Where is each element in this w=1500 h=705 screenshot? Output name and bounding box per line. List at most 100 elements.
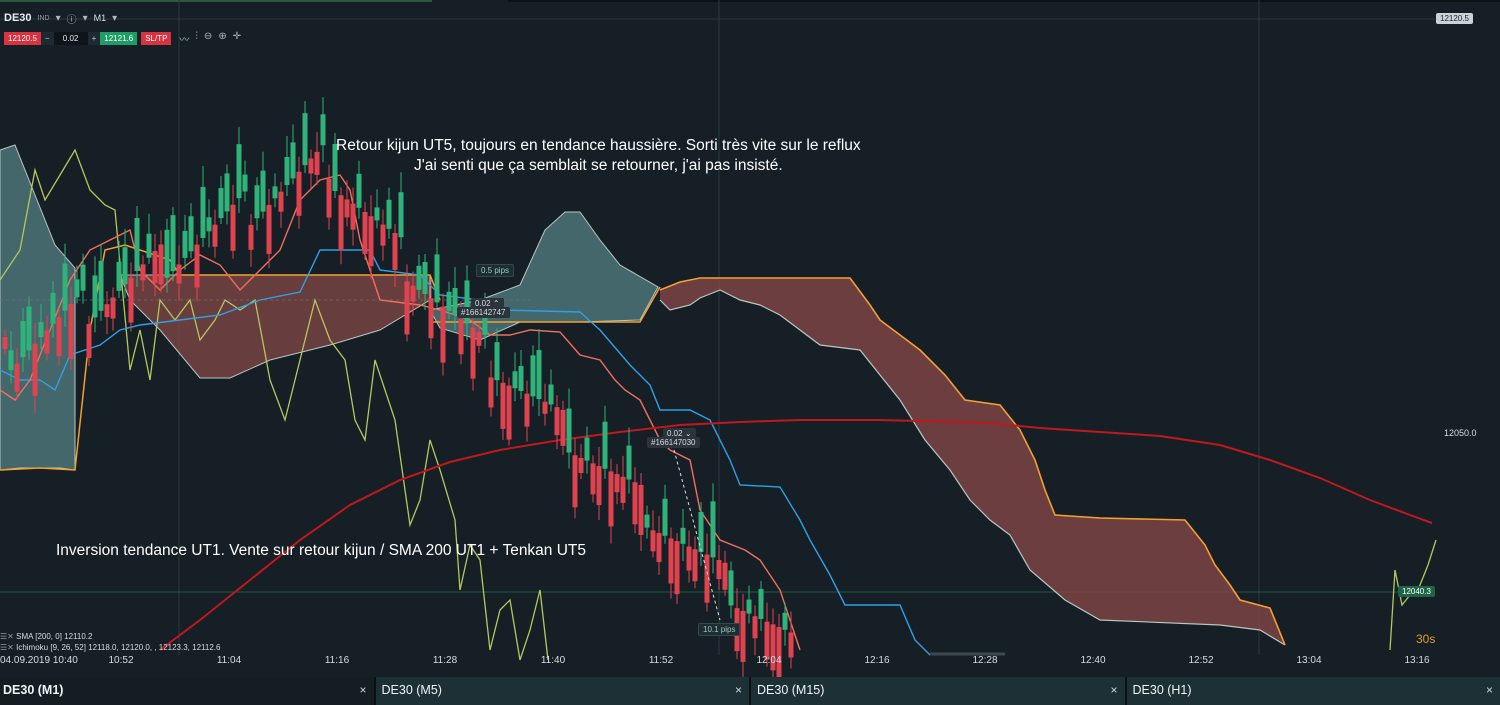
tab-de30-m15[interactable]: DE30 (M15) × [751,677,1125,705]
time-axis-label: 12:28 [972,655,998,666]
candle-body [158,244,164,285]
candle-body [350,203,356,230]
order2-id-tag[interactable]: #166147030 [647,437,700,448]
candle-body [614,474,620,493]
order2-qty-tag[interactable]: 0.02 ⌄ [663,428,696,439]
price-axis-top-tag: 12120.5 [1436,13,1473,24]
chevron-down-icon[interactable]: ▾ [55,12,61,24]
candle-body [626,445,632,480]
price-chart[interactable] [0,0,1500,677]
order2-pips-tag: 10.1 pips [698,623,741,636]
symbol-label[interactable]: DE30 [4,12,32,24]
time-axis-label: 11:16 [324,655,350,666]
decrease-quantity-button[interactable]: − [40,32,54,45]
candle-body [380,224,386,246]
settings-icon[interactable]: ☰ [0,632,8,641]
candle-body [728,570,734,606]
candle-body [410,285,416,302]
candle-body [704,554,710,603]
order1-qty-tag[interactable]: 0.02 ⌃ [471,298,504,309]
candle-body [650,530,656,552]
candle-body [8,350,14,371]
tab-de30-m1[interactable]: DE30 (M1) × [0,677,374,705]
tab-de30-m5[interactable]: DE30 (M5) × [375,677,749,705]
indicators-icon[interactable]: ⫶ [195,31,198,42]
quantity-input[interactable]: 0.02 [53,32,88,45]
candle-body [782,612,788,630]
zoom-out-icon[interactable]: ⊖ [203,31,213,42]
indicator-legend-sma[interactable]: ☰✕ SMA [200, 0] 12110.2 [0,632,92,641]
close-icon[interactable]: × [1110,683,1118,697]
candle-body [710,501,716,558]
tab-de30-h1[interactable]: DE30 (H1) × [1126,677,1500,705]
order1-id-tag[interactable]: #166142747 [457,307,510,318]
tab-label: DE30 (H1) [1132,683,1192,697]
candle-body [392,233,398,270]
time-axis-label: 12:52 [1188,655,1214,666]
candle-body [686,546,692,571]
candle-body [248,224,254,250]
time-axis: 04.09.2019 10:40 10:52 11:04 11:16 11:28… [0,655,1500,669]
candles [2,97,794,677]
candle-body [488,377,494,408]
cloud-bearish [660,278,1285,645]
candle-body [740,610,746,662]
time-axis-label: 04.09.2019 10:40 [0,655,78,666]
close-icon[interactable]: × [734,683,742,697]
candle-body [632,482,638,525]
crosshair-icon[interactable]: ✛ [232,31,242,42]
time-axis-label: 11:28 [432,655,458,666]
candle-body [308,158,314,174]
candle-body [470,327,476,379]
candle-body [518,365,524,391]
sltp-button[interactable]: SL/TP [141,32,172,45]
time-axis-label: 10:52 [108,655,134,666]
close-icon[interactable]: × [359,683,367,697]
candle-body [422,262,428,294]
candle-body [200,186,206,238]
candle-body [542,401,548,414]
annotation-top-line2: J'ai senti que ça semblait se retourner,… [414,157,783,174]
candle-body [230,204,236,251]
candle-body [662,498,668,536]
time-axis-label: 13:16 [1404,655,1430,666]
zoom-in-icon[interactable]: ⊕ [218,31,227,42]
sell-button[interactable]: 12120.5 [4,32,41,45]
chevron-up-icon: ⌃ [492,299,500,308]
candle-body [170,215,176,272]
candle-body [212,224,218,247]
candle-body [332,144,338,191]
chevron-down-icon[interactable]: ▾ [112,12,118,24]
close-icon[interactable]: ✕ [7,632,14,641]
indicator-legend-ichimoku[interactable]: ☰✕ Ichimoku [9, 26, 52] 12118.0, 12120.0… [0,643,220,652]
info-icon[interactable]: ⓘ [66,14,77,26]
settings-icon[interactable]: ☰ [0,643,8,652]
candle-body [404,281,410,335]
candle-body [764,621,770,660]
candle-body [452,288,458,315]
increase-quantity-button[interactable]: + [87,32,101,45]
tab-label: DE30 (M1) [3,683,64,697]
candle-body [398,192,404,238]
candle-body [86,324,92,359]
indicator-sma-name: SMA [200, 0] [16,632,62,641]
order1-pips-tag: 0.5 pips [476,264,515,277]
candle-body [56,317,62,357]
buy-button[interactable]: 12121.6 [100,32,138,45]
chart-overlay [0,299,1005,656]
chevron-down-icon[interactable]: ▾ [82,12,88,24]
candle-body [338,195,344,251]
close-icon[interactable]: ✕ [7,643,14,652]
line-chart-icon[interactable]: 〰 [179,35,190,46]
close-icon[interactable]: × [1485,683,1493,697]
candle-body [152,251,158,284]
candle-body [746,599,752,614]
candle-body [254,185,260,219]
candle-body [356,173,362,208]
candle-body [290,142,296,179]
candle-body [80,264,86,291]
candle-body [326,178,332,218]
candle-body [14,363,20,392]
timeframe-selector[interactable]: M1 [93,13,107,23]
tab-label: DE30 (M5) [381,683,442,697]
